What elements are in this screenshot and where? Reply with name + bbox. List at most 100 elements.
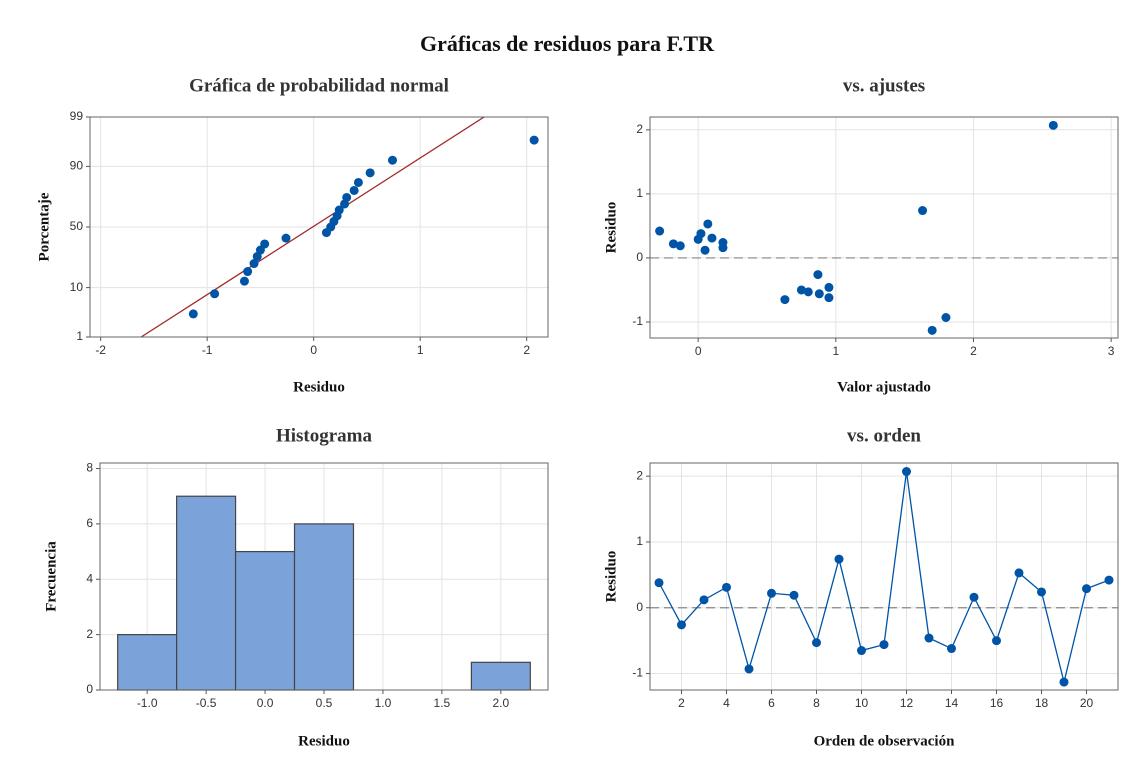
point: [349, 185, 359, 195]
x-axis-label: Residuo: [298, 733, 350, 749]
point: [857, 646, 866, 656]
point: [1037, 587, 1046, 597]
y-tick-label: 99: [70, 109, 84, 123]
x-tick-label: 14: [945, 696, 959, 710]
chart-title: Gráfica de probabilidad normal: [189, 75, 449, 96]
plot-border: [649, 462, 1119, 691]
x-tick-label: -1: [202, 343, 213, 357]
point: [1082, 584, 1091, 594]
x-tick-label: 0: [695, 344, 702, 358]
x-axis-label: Orden de observación: [814, 733, 955, 749]
y-tick-label: 0: [636, 250, 643, 264]
x-tick-label: 1.5: [434, 696, 451, 710]
point: [814, 289, 824, 299]
x-tick-label: 1: [417, 343, 424, 357]
main-title: Gráficas de residuos para F.TR: [420, 31, 715, 56]
point: [334, 205, 344, 215]
x-tick-label: 8: [813, 696, 820, 710]
y-tick-label: 8: [86, 461, 93, 475]
point: [812, 638, 821, 648]
point: [693, 234, 703, 244]
y-tick-label: 1: [636, 534, 643, 548]
point: [767, 588, 776, 598]
y-tick-label: -1: [632, 666, 643, 680]
y-tick-label: 4: [86, 571, 93, 585]
point: [1014, 568, 1024, 578]
x-tick-label: 0: [310, 343, 317, 357]
point: [703, 219, 713, 229]
point: [789, 590, 799, 600]
plot-border: [649, 116, 1119, 339]
x-tick-label: 10: [855, 696, 869, 710]
point: [249, 259, 259, 269]
point: [1048, 120, 1058, 130]
x-tick-label: -2: [95, 343, 106, 357]
bar: [117, 634, 178, 691]
x-tick-label: 2: [970, 344, 977, 358]
x-tick-label: 6: [768, 696, 775, 710]
point: [707, 233, 717, 243]
point: [813, 270, 823, 280]
bar: [176, 495, 237, 691]
y-axis-label: Residuo: [603, 551, 619, 603]
point: [902, 467, 911, 477]
y-axis-label: Residuo: [603, 202, 619, 254]
y-tick-label: 1: [76, 329, 83, 343]
y-tick-label: 6: [86, 516, 93, 530]
point: [281, 233, 291, 243]
y-axis-label: Frecuencia: [43, 541, 59, 612]
point: [947, 644, 956, 654]
y-axis-label: Porcentaje: [36, 192, 52, 261]
point: [824, 293, 834, 303]
point: [824, 282, 834, 292]
point: [718, 238, 728, 248]
y-tick-label: 1: [636, 186, 643, 200]
x-tick-label: -0.5: [196, 696, 217, 710]
point: [655, 226, 665, 236]
bar: [234, 550, 296, 691]
point: [700, 245, 710, 255]
y-tick-label: 2: [636, 468, 643, 482]
x-axis-label: Valor ajustado: [837, 379, 931, 395]
y-tick-label: 90: [70, 159, 84, 173]
y-tick-label: 10: [70, 280, 84, 294]
point: [722, 582, 731, 592]
x-tick-label: 0.0: [257, 696, 274, 710]
point: [969, 592, 979, 602]
point: [529, 135, 539, 145]
point: [780, 295, 790, 305]
bar: [470, 661, 531, 691]
x-tick-label: -1.0: [137, 696, 158, 710]
point: [260, 239, 270, 249]
y-tick-label: -1: [632, 314, 643, 328]
x-tick-label: 3: [1108, 344, 1115, 358]
point: [834, 554, 844, 564]
x-tick-label: 2.0: [492, 696, 509, 710]
y-tick-label: 50: [70, 219, 84, 233]
chart-title: vs. orden: [847, 425, 921, 446]
point: [699, 595, 709, 605]
point: [796, 285, 806, 295]
y-tick-label: 2: [86, 627, 93, 641]
point: [927, 325, 937, 335]
point: [992, 636, 1001, 646]
x-tick-label: 16: [990, 696, 1004, 710]
point: [365, 168, 375, 178]
point: [941, 313, 951, 323]
x-tick-label: 0.5: [316, 696, 333, 710]
plot-area: [650, 463, 1118, 690]
x-axis-label: Residuo: [293, 379, 345, 395]
point: [924, 633, 934, 643]
x-tick-label: 20: [1080, 696, 1094, 710]
point: [744, 664, 754, 674]
point: [1059, 677, 1069, 687]
x-tick-label: 4: [723, 696, 730, 710]
bar: [293, 523, 355, 691]
point: [387, 155, 397, 165]
x-tick-label: 18: [1035, 696, 1049, 710]
point: [342, 192, 352, 202]
y-tick-label: 2: [636, 122, 643, 136]
point: [210, 289, 220, 299]
chart-title: vs. ajustes: [843, 75, 925, 96]
